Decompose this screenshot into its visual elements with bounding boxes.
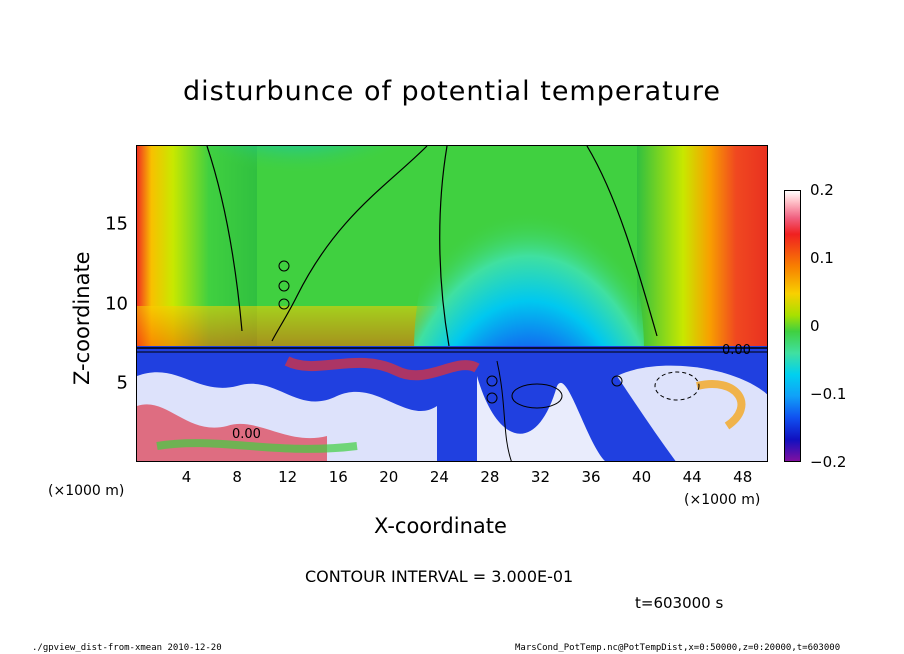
time-stamp: t=603000 s [635, 594, 724, 612]
x-unit-left: (×1000 m) [48, 483, 125, 499]
x-tick-label: 32 [530, 468, 551, 486]
x-tick-label: 8 [232, 468, 242, 486]
footer-right: MarsCond_PotTemp.nc@PotTempDist,x=0:5000… [515, 643, 841, 653]
colorbar-tick-label: 0 [810, 317, 820, 335]
colorbar-tick-label: 0.1 [810, 249, 834, 267]
x-tick-label: 48 [733, 468, 753, 486]
contour-label: 0.00 [722, 343, 751, 358]
x-tick-label: 24 [429, 468, 449, 486]
contour-interval: CONTOUR INTERVAL = 3.000E-01 [305, 567, 574, 586]
x-tick-label: 44 [682, 468, 702, 486]
colorbar-tick-label: −0.2 [810, 453, 847, 471]
x-tick-label: 12 [278, 468, 298, 486]
plot-area: 0.00 0.00 [136, 145, 768, 462]
x-unit-right: (×1000 m) [684, 492, 761, 508]
x-tick-label: 16 [328, 468, 348, 486]
x-axis-label: X-coordinate [374, 514, 507, 538]
y-tick-label: 5 [116, 372, 128, 394]
x-tick-label: 28 [480, 468, 500, 486]
colorbar [784, 190, 801, 462]
x-tick-label: 36 [581, 468, 601, 486]
heatmap-field: 0.00 0.00 [137, 146, 767, 461]
y-tick-label: 10 [105, 293, 128, 314]
x-tick-label: 20 [379, 468, 399, 486]
colorbar-tick-label: 0.2 [810, 181, 834, 199]
chart-title: disturbunce of potential temperature [183, 76, 721, 107]
contour-label: 0.00 [232, 427, 261, 442]
footer-left: ./gpview_dist-from-xmean 2010-12-20 [32, 643, 222, 653]
colorbar-tick-label: −0.1 [810, 385, 847, 403]
x-tick-label: 4 [181, 468, 192, 486]
x-tick-label: 40 [632, 468, 652, 486]
y-axis-label: Z-coordinate [70, 251, 94, 385]
y-tick-label: 15 [105, 213, 128, 235]
